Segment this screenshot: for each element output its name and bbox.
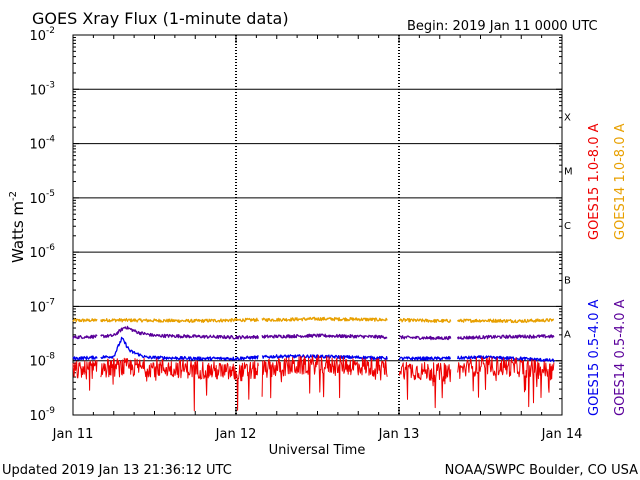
- y-tick-exponent: -7: [46, 297, 55, 307]
- begin-label: Begin: 2019 Jan 11 0000 UTC: [407, 19, 598, 34]
- y-axis-label-base: Watts m: [9, 201, 27, 263]
- y-tick-exponent: -4: [46, 135, 55, 145]
- series-line-goes15-0-5-4-0-a: [72, 336, 555, 363]
- x-tick-label: Jan 13: [378, 427, 420, 442]
- x-tick-label: Jan 12: [215, 427, 257, 442]
- x-axis-ticks: Jan 11 Jan 12 Jan 13 Jan 14: [52, 35, 583, 442]
- legend: GOES15 1.0-8.0 A GOES14 1.0-8.0 A GOES15 0…: [587, 123, 628, 416]
- updated-timestamp: Updated 2019 Jan 13 21:36:12 UTC: [2, 463, 232, 478]
- y-tick-exponent: -3: [46, 80, 55, 90]
- y-tick-label: 10-6: [29, 243, 55, 261]
- legend-goes15-1-0-8-0-a: GOES15 1.0-8.0 A: [587, 123, 602, 240]
- y-tick-label: 10-7: [29, 297, 55, 315]
- y-tick-label: 10-4: [29, 135, 55, 153]
- x-tick-label: Jan 14: [541, 427, 583, 442]
- plot-grid: [73, 35, 562, 415]
- y-axis-label-exponent: -2: [8, 191, 19, 201]
- x-tick-label: Jan 11: [52, 427, 94, 442]
- flare-class-x: X: [564, 112, 571, 123]
- flare-class-labels: X M C B A: [564, 112, 573, 340]
- y-axis-label: Watts m-2: [8, 191, 27, 263]
- y-tick-exponent: -8: [46, 352, 55, 362]
- y-axis-ticks: 10-2 10-3 10-4 10-5 10-6 10-7 10-8 10-9: [29, 26, 562, 424]
- series-line-goes14-1-0-8-0-a: [72, 316, 555, 324]
- series-line-goes14-0-5-4-0-a: [72, 325, 555, 341]
- x-axis-label: Universal Time: [269, 443, 366, 458]
- chart-title: GOES Xray Flux (1-minute data): [32, 9, 289, 28]
- y-tick-label: 10-8: [29, 352, 55, 370]
- legend-goes14-1-0-8-0-a: GOES14 1.0-8.0 A: [613, 123, 628, 240]
- flare-class-m: M: [564, 167, 573, 178]
- flare-class-c: C: [564, 221, 571, 232]
- y-tick-label: 10-5: [29, 189, 55, 207]
- flare-class-a: A: [564, 330, 571, 341]
- series-line-goes15-1-0-8-0-a: [72, 354, 555, 412]
- y-tick-label: 10-3: [29, 80, 55, 98]
- legend-goes14-0-5-4-0-a: GOES14 0.5-4.0 A: [613, 299, 628, 416]
- source-credit: NOAA/SWPC Boulder, CO USA: [445, 463, 638, 478]
- y-tick-exponent: -2: [46, 26, 55, 36]
- legend-goes15-0-5-4-0-a: GOES15 0.5-4.0 A: [587, 299, 602, 416]
- y-tick-label: 10-2: [29, 26, 55, 44]
- y-tick-exponent: -6: [46, 243, 55, 253]
- flare-class-b: B: [564, 275, 571, 286]
- series-group: [72, 316, 555, 412]
- y-tick-exponent: -5: [46, 189, 55, 199]
- y-tick-exponent: -9: [46, 406, 55, 416]
- y-tick-label: 10-9: [29, 406, 55, 424]
